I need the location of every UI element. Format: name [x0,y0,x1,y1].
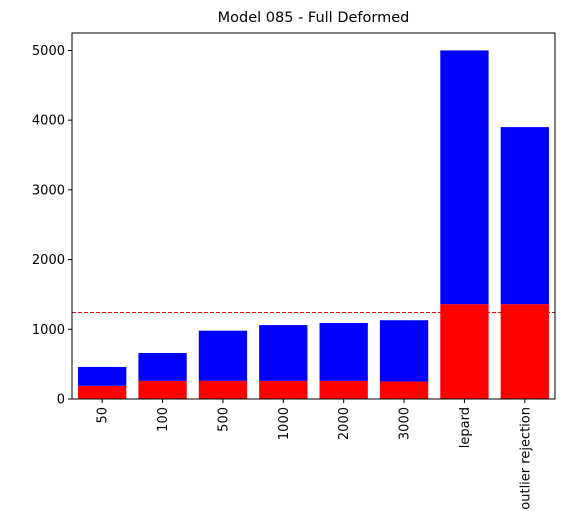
x-axis: 50 100 500 1000 2000 3000 lepard outlier reject… [96,399,533,510]
x-tick-label: outlier rejection [518,407,533,510]
x-tick-label: 3000 [398,407,413,440]
x-tick-label: 50 [96,407,111,424]
bar-500-segment-0 [198,380,248,399]
bar-500-segment-1 [198,330,248,381]
bar-100-segment-0 [138,380,187,399]
y-tick-label: 4000 [32,114,65,129]
x-tick-label: lepard [458,407,473,448]
bar-100-segment-1 [138,352,187,381]
x-tick-label: 1000 [277,407,292,440]
bar-3000-segment-1 [379,320,429,382]
bar-3000-segment-0 [379,381,429,399]
y-tick-label: 3000 [32,183,65,198]
bar-lepard-segment-1 [440,50,489,305]
bars-group [78,50,549,399]
bar-50-segment-1 [78,366,127,386]
y-tick-label: 0 [57,393,65,408]
y-tick-label: 2000 [32,253,65,268]
y-axis: 0 1000 2000 3000 4000 5000 [32,44,72,408]
bar-2000-segment-0 [319,380,368,399]
x-tick-label: 500 [216,407,231,432]
y-tick-label: 5000 [32,44,65,59]
x-tick-label: 2000 [337,407,352,440]
bar-lepard-segment-0 [440,304,489,399]
bar-1000-segment-0 [259,380,308,399]
plot-frame [71,32,556,400]
bar-outlier-rejection-segment-0 [500,304,549,399]
bar-1000-segment-1 [259,325,308,381]
bar-50-segment-0 [78,385,127,399]
x-tick-label: 100 [156,407,171,432]
y-tick-label: 1000 [32,323,65,338]
bar-2000-segment-1 [319,323,368,381]
chart-title: Model 085 - Full Deformed [218,10,410,26]
bar-outlier-rejection-segment-1 [500,127,549,305]
